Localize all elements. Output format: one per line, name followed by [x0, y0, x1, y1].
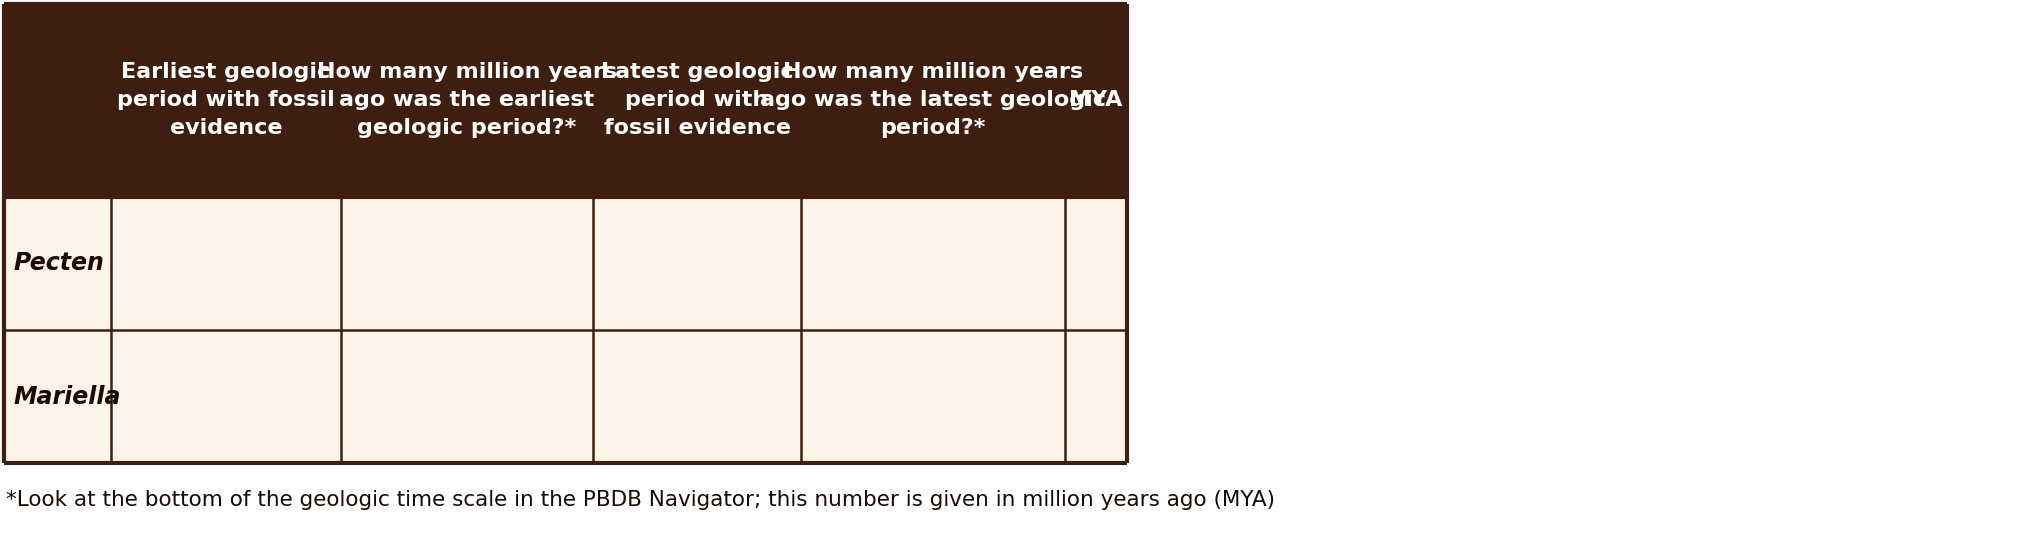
Bar: [593, 330, 802, 463]
Bar: [340, 4, 593, 197]
Bar: [340, 197, 593, 330]
Bar: [111, 330, 340, 463]
Bar: [4, 197, 111, 330]
Text: Pecten: Pecten: [14, 251, 105, 275]
Bar: [802, 197, 1065, 330]
Bar: [593, 4, 802, 197]
Bar: [4, 330, 111, 463]
Bar: [1065, 4, 1128, 197]
Bar: [111, 4, 340, 197]
Text: *Look at the bottom of the geologic time scale in the PBDB Navigator; this numbe: *Look at the bottom of the geologic time…: [6, 490, 1276, 510]
Bar: [802, 4, 1065, 197]
Text: Latest geologic
period with
fossil evidence: Latest geologic period with fossil evide…: [601, 62, 794, 139]
Bar: [1065, 330, 1128, 463]
Bar: [1065, 197, 1128, 330]
Bar: [593, 197, 802, 330]
Bar: [340, 330, 593, 463]
Text: Mariella: Mariella: [14, 384, 122, 409]
Text: How many million years
ago was the earliest
geologic period?*: How many million years ago was the earli…: [318, 62, 618, 139]
Bar: [802, 330, 1065, 463]
Text: MYA: MYA: [1069, 91, 1122, 111]
Bar: [111, 197, 340, 330]
Text: Earliest geologic
period with fossil
evidence: Earliest geologic period with fossil evi…: [117, 62, 334, 139]
Text: How many million years
ago was the latest geologic
period?*: How many million years ago was the lates…: [759, 62, 1106, 139]
Bar: [4, 4, 111, 197]
